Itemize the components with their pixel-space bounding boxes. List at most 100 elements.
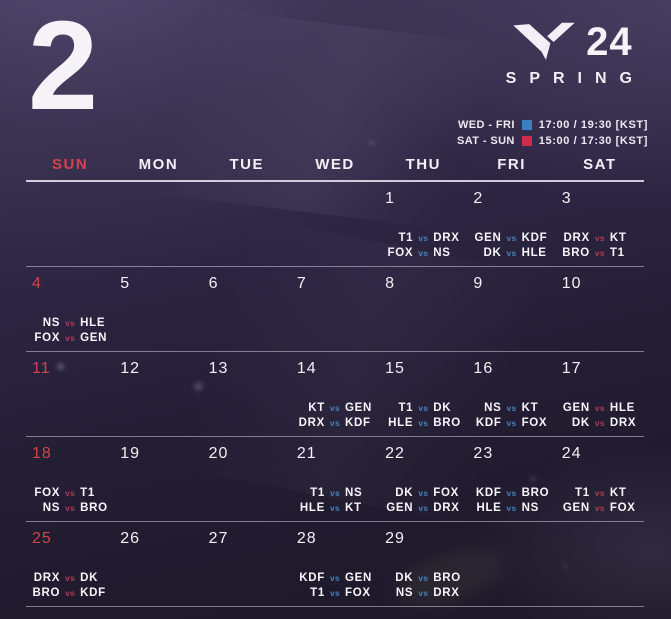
day-header-thu: THU [405, 156, 441, 173]
match-list: GEN vs KDF DK vs HLE [463, 231, 559, 260]
match: NS vs HLE [22, 316, 118, 330]
match: T1 vs DRX [375, 231, 471, 245]
team-right: T1 [80, 487, 95, 499]
calendar-cell: 26 [114, 522, 202, 606]
date-number: 1 [385, 190, 396, 207]
calendar-cell: 16 NS vs KT KDF vs FOX [467, 352, 555, 436]
team-left: KDF [299, 572, 325, 584]
team-left: DRX [298, 417, 325, 429]
match-list: T1 vs KT GEN vs FOX [552, 486, 648, 515]
team-left: GEN [562, 502, 590, 514]
vs-label: vs [594, 503, 605, 513]
match: DK vs FOX [375, 486, 471, 500]
legend-times: 15:00 / 17:30 [KST] [538, 135, 648, 147]
vs-label: vs [594, 488, 605, 498]
team-right: DRX [433, 587, 460, 599]
match-list: DRX vs DK BRO vs KDF [22, 571, 118, 600]
match-list: DK vs FOX GEN vs DRX [375, 486, 471, 515]
match: T1 vs FOX [287, 586, 383, 600]
team-left: DK [571, 417, 590, 429]
vs-label: vs [65, 333, 76, 343]
match: HLE vs NS [463, 501, 559, 515]
team-left: BRO [32, 587, 61, 599]
team-left: HLE [476, 502, 502, 514]
month-number: 2 [28, 0, 99, 136]
match-list: T1 vs DK HLE vs BRO [375, 401, 471, 430]
team-left: T1 [398, 402, 414, 414]
match: FOX vs NS [375, 246, 471, 260]
date-number: 4 [32, 275, 42, 292]
calendar-cell: 4 NS vs HLE FOX vs GEN [26, 267, 114, 351]
team-right: KT [344, 502, 362, 514]
date-number: 22 [385, 445, 405, 462]
team-right: KDF [521, 232, 548, 244]
team-left: NS [395, 587, 414, 599]
weekday-color-swatch [521, 120, 532, 130]
week-row: 4 NS vs HLE FOX vs GEN 5 6 7 8 9 10 [26, 267, 644, 352]
team-right: HLE [521, 247, 547, 259]
team-right: KT [609, 487, 627, 499]
team-right: BRO [433, 572, 461, 584]
week-row: 1 T1 vs DRX FOX vs NS 2 GEN vs KDF DK vs HLE 3 DRX vs KT B… [26, 182, 644, 267]
vs-label: vs [506, 233, 517, 243]
match: BRO vs KDF [22, 586, 118, 600]
vs-label: vs [65, 318, 76, 328]
team-right: FOX [609, 502, 636, 514]
team-right: FOX [521, 417, 548, 429]
day-header-fri: FRI [497, 156, 526, 173]
day-header-row: SUN MON TUE WED THU FRI SAT [26, 156, 644, 182]
match: HLE vs KT [287, 501, 383, 515]
team-right: BRO [521, 487, 550, 499]
calendar-cell: 15 T1 vs DK HLE vs BRO [379, 352, 467, 436]
match: FOX vs T1 [22, 486, 118, 500]
calendar-cell [114, 182, 202, 266]
team-right: T1 [609, 247, 625, 259]
date-number: 15 [385, 360, 405, 377]
vs-label: vs [506, 488, 517, 498]
calendar: SUN MON TUE WED THU FRI SAT 1 T1 vs DRX FOX vs NS 2 GE… [26, 156, 644, 607]
calendar-cell: 21 T1 vs NS HLE vs KT [291, 437, 379, 521]
match: NS vs KT [463, 401, 559, 415]
legend-days: WED - FRI [458, 119, 515, 131]
match-list: T1 vs DRX FOX vs NS [375, 231, 471, 260]
vs-label: vs [506, 403, 517, 413]
calendar-cell: 29 DK vs BRO NS vs DRX [379, 522, 467, 606]
team-left: FOX [34, 332, 61, 344]
match: KDF vs FOX [463, 416, 559, 430]
calendar-cell: 22 DK vs FOX GEN vs DRX [379, 437, 467, 521]
calendar-cell [26, 182, 114, 266]
team-left: BRO [562, 247, 590, 259]
match: HLE vs BRO [375, 416, 471, 430]
date-number: 16 [473, 360, 494, 377]
match-list: GEN vs HLE DK vs DRX [552, 401, 648, 430]
calendar-cell: 19 [114, 437, 202, 521]
day-header-mon: MON [138, 156, 179, 173]
time-legend: WED - FRI 17:00 / 19:30 [KST] SAT - SUN … [457, 119, 648, 147]
calendar-cell: 7 [291, 267, 379, 351]
calendar-cell: 14 KT vs GEN DRX vs KDF [291, 352, 379, 436]
date-number: 14 [296, 360, 317, 377]
vs-label: vs [329, 573, 341, 583]
calendar-cell: 23 KDF vs BRO HLE vs NS [467, 437, 555, 521]
team-right: FOX [344, 587, 371, 599]
match: FOX vs GEN [22, 331, 118, 345]
calendar-cell: 8 [379, 267, 467, 351]
vs-label: vs [329, 418, 341, 428]
vs-label: vs [418, 418, 429, 428]
match: KDF vs GEN [287, 571, 383, 585]
team-right: HLE [80, 317, 106, 329]
calendar-cell: 12 [114, 352, 202, 436]
team-right: FOX [433, 487, 460, 499]
team-left: DK [483, 247, 502, 259]
team-right: KT [609, 232, 627, 244]
vs-label: vs [65, 588, 76, 598]
team-right: DRX [433, 232, 460, 244]
vs-label: vs [418, 403, 429, 413]
vs-label: vs [506, 418, 517, 428]
calendar-cell: 28 KDF vs GEN T1 vs FOX [291, 522, 379, 606]
team-left: DK [395, 572, 414, 584]
calendar-cell: 1 T1 vs DRX FOX vs NS [379, 182, 467, 266]
team-right: NS [344, 487, 363, 499]
team-right: GEN [344, 402, 373, 414]
date-number: 5 [120, 275, 131, 292]
